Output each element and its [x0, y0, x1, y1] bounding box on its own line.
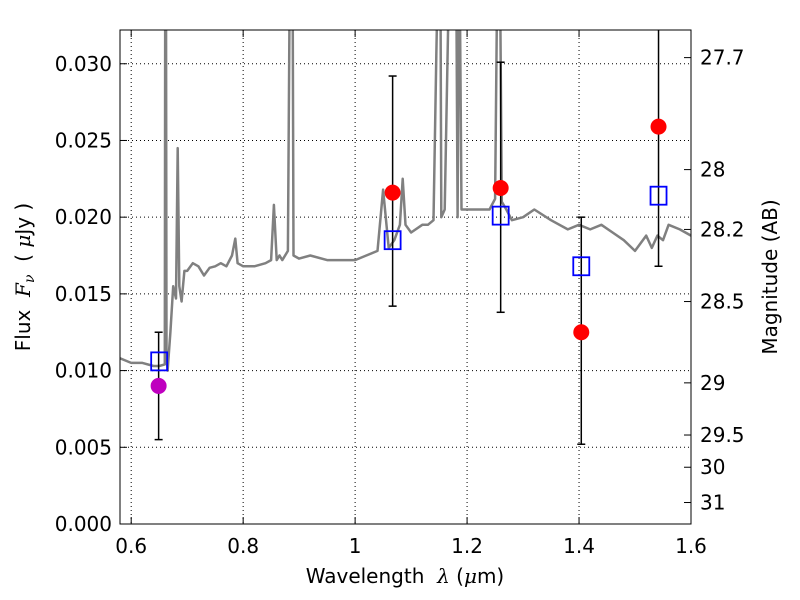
model-point: [491, 205, 510, 226]
x-tick-label: 1.2: [451, 534, 483, 558]
x-tick-label: 1.4: [563, 534, 595, 558]
observed-point: [573, 324, 590, 341]
right-tick-label: 28: [700, 158, 725, 182]
y-tick-label: 0.010: [55, 359, 112, 383]
model-point: [150, 351, 169, 372]
right-tick-label: 28.2: [700, 217, 745, 241]
model-point: [649, 185, 668, 206]
x-axis-title: Wavelength λ (μm): [306, 564, 505, 588]
x-tick-label: 1.6: [675, 534, 707, 558]
spectrum-line: [120, 30, 691, 372]
right-tick-label: 29.5: [700, 423, 745, 447]
y-tick-label: 0.030: [55, 52, 112, 76]
model-point: [383, 230, 402, 251]
observed-point: [150, 377, 167, 394]
y-tick-label: 0.015: [55, 282, 112, 306]
x-tick-labels: 0.6 0.8 1 1.2 1.4 1.6: [115, 534, 707, 558]
y-tick-label: 0.020: [55, 205, 112, 229]
observed-point: [492, 180, 509, 197]
right-tick-label: 27.7: [700, 46, 745, 70]
right-tick-label: 30: [700, 455, 725, 479]
observed-point: [650, 118, 667, 135]
right-axis-title: Magnitude (AB): [758, 199, 782, 354]
model-photometry-series: [150, 185, 668, 372]
spectrum-series: [120, 30, 691, 372]
y-axis-title: Flux Fν ( μJy ): [11, 203, 38, 351]
right-tick-label: 28.5: [700, 290, 745, 314]
right-tick-label: 31: [700, 491, 725, 515]
observed-point: [384, 184, 401, 201]
plot-area: [120, 30, 691, 445]
right-tick-labels: 27.7 28 28.2 28.5 29 29.5 30 31: [700, 46, 745, 515]
axis-ticks: [120, 30, 692, 525]
x-tick-label: 0.6: [115, 534, 147, 558]
x-tick-label: 0.8: [227, 534, 259, 558]
plot-frame: [119, 29, 692, 525]
y-tick-label: 0.025: [55, 128, 112, 152]
observed-points-series: [150, 118, 667, 394]
x-tick-label: 1: [349, 534, 362, 558]
y-tick-labels: 0.000 0.005 0.010 0.015 0.020 0.025 0.030: [55, 52, 112, 536]
y-tick-label: 0.005: [55, 435, 112, 459]
plot-background: [120, 30, 691, 524]
y-tick-label: 0.000: [55, 512, 112, 536]
right-tick-label: 29: [700, 371, 725, 395]
model-point: [572, 256, 591, 277]
